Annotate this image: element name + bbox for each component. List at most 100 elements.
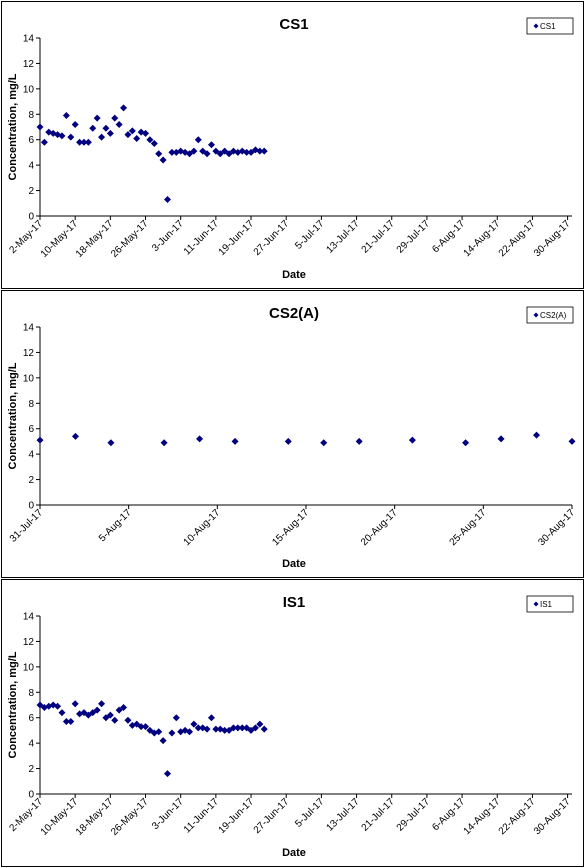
y-tick-label: 4 [28,161,34,172]
data-point [155,728,163,736]
data-point [67,133,75,141]
data-point [80,138,88,146]
data-point [84,138,92,146]
data-point [238,724,246,732]
y-tick-label: 8 [28,110,34,121]
x-tick-label: 29-Jul-17 [395,218,433,256]
x-tick-label: 31-Jul-17 [8,507,46,545]
data-point [98,133,106,141]
x-tick-label: 21-Jul-17 [360,796,398,834]
data-point [207,141,215,149]
x-tick-label: 30-Aug-17 [536,507,577,548]
x-tick-label: 3-Jun-17 [150,218,186,254]
chart-title: CS2(A) [269,305,319,322]
y-tick-label: 6 [28,713,34,724]
x-tick-label: 15-Aug-17 [270,507,311,548]
x-tick-label: 19-Jun-17 [217,218,257,258]
data-point [221,726,229,734]
data-point [36,123,44,131]
data-point [164,195,172,203]
data-point [40,704,48,712]
chart-panel-cs2a: CS2(A) 0 2 4 6 8 10 12 14 31-Jul-17 5-Aug-17 10-Aug… [1,290,584,578]
data-point [462,439,470,447]
y-tick-label: 2 [28,764,34,775]
data-point [124,131,132,139]
x-tick-label: 14-Aug-17 [462,218,503,259]
data-point [133,134,141,142]
data-point [71,432,79,440]
data-point [497,435,505,443]
data-point [54,702,62,710]
y-tick-label: 10 [23,662,35,673]
data-point [98,700,106,708]
data-point [120,104,128,112]
data-point [320,439,328,447]
y-tick-label: 14 [23,34,35,45]
x-tick-label: 30-Aug-17 [532,796,573,837]
data-point [207,714,215,722]
x-tick-label: 3-Jun-17 [150,796,186,832]
x-tick-label: 11-Jun-17 [182,218,221,257]
data-point [146,136,154,144]
data-point [185,728,193,736]
chart-title: CS1 [279,16,308,33]
y-tick-label: 14 [23,612,35,623]
data-point [128,127,136,135]
data-point [533,431,541,439]
chart-panel-cs1: CS1 0 2 4 6 8 10 12 14 2-May-17 10-May-17 18-May-17… [1,1,584,289]
y-tick-label: 10 [23,373,35,384]
data-point [106,711,114,719]
data-point [256,720,264,728]
data-point [190,720,198,728]
legend-box [526,17,574,35]
y-tick-label: 0 [28,212,34,223]
data-point [58,132,66,140]
y-axis-label: Concentration, mg/L [7,73,19,180]
x-tick-label: 26-May-17 [109,218,151,260]
data-point [256,147,264,155]
data-point [89,124,97,132]
chart-cs2a: CS2(A) 0 2 4 6 8 10 12 14 31-Jul-17 5-Aug-17 10-Aug… [7,305,577,570]
data-point [234,724,242,732]
x-tick-label: 14-Aug-17 [462,796,503,837]
x-tick-label: 22-Aug-17 [497,796,538,837]
x-tick-label: 29-Jul-17 [395,796,433,834]
data-point [181,726,189,734]
data-point [212,725,220,733]
data-point [76,138,84,146]
y-tick-label: 4 [28,450,34,461]
x-tick-label: 13-Jul-17 [324,796,362,834]
data-point [199,724,207,732]
y-tick-label: 8 [28,688,34,699]
data-point [62,112,70,120]
data-point [67,718,75,726]
x-tick-label: 22-Aug-17 [497,218,538,259]
data-point [203,725,211,733]
y-tick-label: 14 [23,323,35,334]
data-point [172,714,180,722]
legend-label: CS2(A) [540,311,567,320]
x-tick-label: 21-Jul-17 [360,218,398,256]
y-tick-label: 10 [23,84,35,95]
y-tick-label: 12 [23,348,35,359]
x-axis-label: Date [282,558,306,570]
chart-panel-is1: IS1 0 2 4 6 8 10 12 14 2-May-17 10-May-17 18-May-17… [1,579,584,867]
data-point [260,147,268,155]
legend-marker [533,23,539,29]
data-point [408,436,416,444]
y-tick-label: 6 [28,135,34,146]
chart-cs1: CS1024681012142-May-1710-May-1718-May-17… [7,16,574,281]
data-point [284,437,292,445]
y-tick-label: 12 [23,637,35,648]
data-point [115,706,123,714]
data-point [243,148,251,156]
x-tick-label: 10-Aug-17 [182,507,223,548]
data-point [194,724,202,732]
data-point [107,439,115,447]
data-point [36,436,44,444]
y-tick-label: 2 [28,186,34,197]
data-point [58,709,66,717]
data-point [62,718,70,726]
data-point [168,729,176,737]
data-point [106,129,114,137]
